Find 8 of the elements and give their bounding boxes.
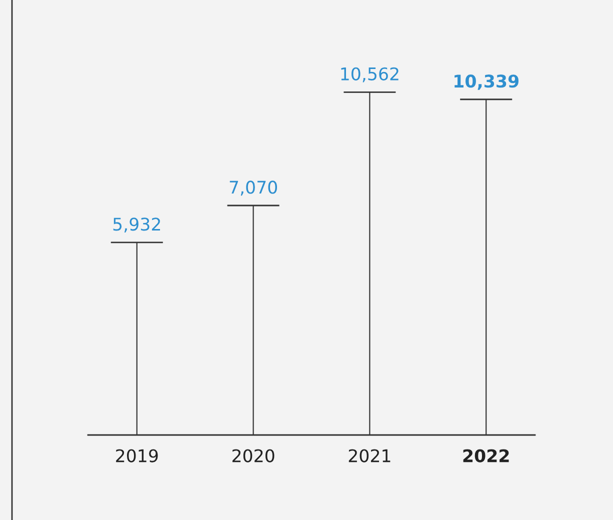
x-tick-label: 2022 bbox=[463, 449, 509, 462]
data-label: 5,932 bbox=[113, 218, 160, 233]
x-tick-label: 2021 bbox=[348, 449, 390, 462]
data-label: 7,070 bbox=[230, 180, 277, 196]
data-label: 10,339 bbox=[454, 74, 518, 90]
x-tick-label: 2019 bbox=[116, 449, 158, 462]
x-tick-label: 2020 bbox=[232, 449, 274, 462]
data-label: 10,562 bbox=[341, 67, 398, 82]
